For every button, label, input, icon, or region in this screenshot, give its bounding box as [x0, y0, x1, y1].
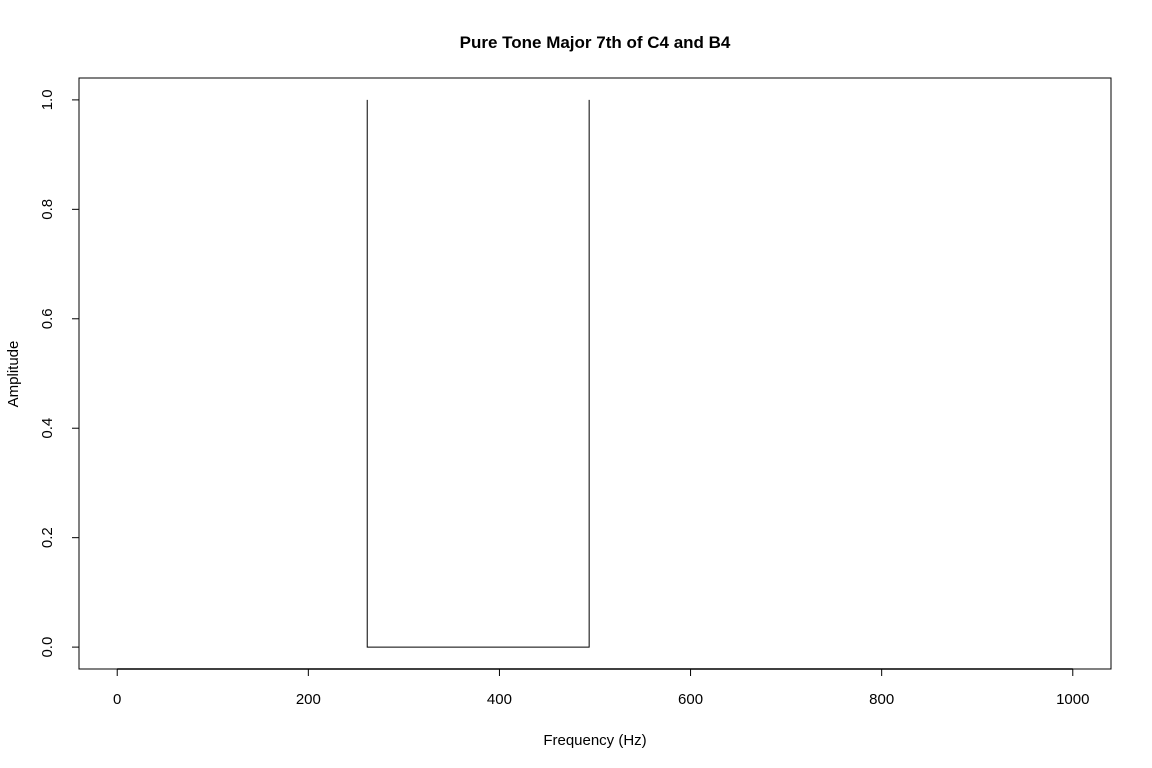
plot-frame: [78, 77, 1112, 670]
y-axis: 0.0 0.2 0.4 0.6 0.8 1.0: [39, 89, 80, 658]
y-tick-label: 0.8: [39, 199, 56, 220]
y-tick-label: 0.0: [39, 637, 56, 658]
chart-title: Pure Tone Major 7th of C4 and B4: [460, 33, 731, 52]
series-group: [117, 99, 1073, 670]
series-line: [366, 99, 590, 648]
y-tick-label: 0.6: [39, 308, 56, 329]
x-axis-label: Frequency (Hz): [543, 732, 646, 749]
x-tick-label: 800: [869, 691, 894, 708]
y-tick-label: 0.4: [39, 418, 56, 439]
y-tick-label: 0.2: [39, 527, 56, 548]
x-axis: 0 200 400 600 800 1000: [113, 668, 1089, 708]
x-tick-label: 1000: [1056, 691, 1089, 708]
x-tick-label: 400: [487, 691, 512, 708]
x-tick-label: 200: [296, 691, 321, 708]
x-tick-label: 600: [678, 691, 703, 708]
x-tick-label: 0: [113, 691, 121, 708]
y-tick-label: 1.0: [39, 89, 56, 110]
y-axis-label: Amplitude: [5, 341, 22, 408]
